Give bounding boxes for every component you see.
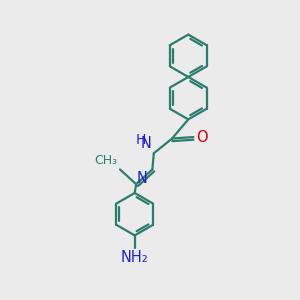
Text: H: H [135, 133, 146, 147]
Text: NH₂: NH₂ [121, 250, 148, 265]
Text: CH₃: CH₃ [94, 154, 117, 167]
Text: N: N [141, 136, 152, 151]
Text: N: N [137, 171, 148, 186]
Text: O: O [196, 130, 208, 145]
